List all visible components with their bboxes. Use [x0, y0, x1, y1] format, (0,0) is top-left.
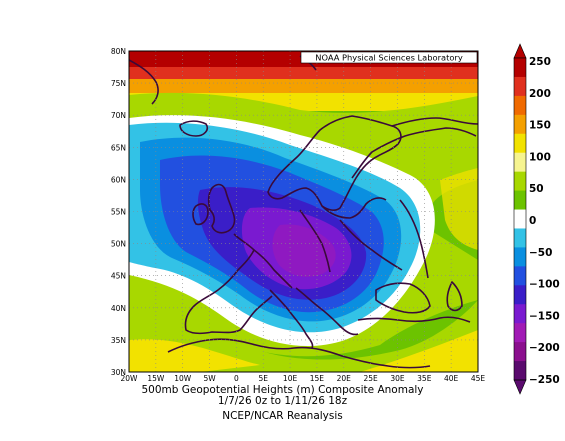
latitude-label: 50N [111, 240, 126, 249]
colorbar-tick-label: 200 [529, 88, 551, 100]
latitude-label: 45N [111, 272, 126, 281]
coast-arctic-russia [391, 117, 478, 127]
colorbar-segment [514, 95, 526, 116]
caspian [446, 281, 463, 312]
latitude-label: 80N [111, 47, 126, 56]
band-yellow-southwest [129, 339, 260, 372]
colorbar-tick-label: −200 [529, 342, 560, 354]
colorbar-top-arrow [513, 43, 527, 59]
longitude-label: 35E [417, 374, 432, 383]
colorbar-tick-label: 150 [529, 120, 551, 132]
colorbar-tick-label: −150 [529, 310, 560, 322]
credit-box: NOAA Physical Sciences Laboratory [300, 51, 478, 64]
longitude-label: 20W [121, 374, 139, 383]
credit-label: NOAA Physical Sciences Laboratory [315, 53, 463, 63]
longitude-label: 30E [390, 374, 405, 383]
longitude-label: 15E [310, 374, 325, 383]
colorbar-segment [514, 342, 526, 362]
caption-date-range: 1/7/26 0z to 1/11/26 18z [217, 395, 348, 407]
colorbar-segment [514, 209, 526, 229]
band-yellow-east [440, 168, 478, 250]
longitude-label: 10W [174, 374, 192, 383]
colorbar-tick-label: −250 [529, 374, 560, 386]
latitude-label: 30N [111, 368, 126, 377]
colorbar-segment [514, 285, 526, 305]
longitude-label: 15W [147, 374, 165, 383]
coast-iceland [179, 120, 209, 137]
latitude-label: 75N [111, 79, 126, 88]
latitude-label: 70N [111, 111, 126, 120]
longitude-label: 5W [203, 374, 216, 383]
band-yellow-southeast [360, 330, 478, 372]
caption-title: 500mb Geopotential Heights (m) Composite… [141, 384, 424, 396]
colorbar-segment [514, 228, 526, 248]
colorbar-segment [514, 266, 526, 286]
coast-black-sea [375, 282, 431, 314]
coast-baltic [321, 197, 387, 219]
colorbar-segment [514, 304, 526, 324]
colorbar [513, 43, 527, 395]
colorbar-segment [514, 114, 526, 135]
colorbar-frame [513, 57, 527, 381]
coastlines [129, 55, 478, 369]
colorbar-tick-label: 250 [529, 56, 551, 68]
colorbar-segment [514, 361, 526, 381]
latitude-label: 55N [111, 208, 126, 217]
caption-source: NCEP/NCAR Reanalysis [222, 410, 343, 422]
border-russia-ukraine [339, 219, 403, 271]
coast-turkey [357, 316, 471, 323]
longitude-label: 45E [471, 374, 486, 383]
colorbar-segment [514, 323, 526, 343]
coast-north-africa [167, 338, 431, 369]
border-poland [299, 209, 331, 273]
longitude-label: 40E [444, 374, 459, 383]
longitude-labels: 20W 15W 10W 5W 0 5E 10E 15E 20E 25E 30E 35E 40E 45E [121, 374, 486, 383]
coast-scandinavia [267, 115, 402, 211]
colorbar-segment [514, 190, 526, 210]
coast-greenland [129, 59, 159, 105]
longitude-label: 10E [283, 374, 298, 383]
latitude-labels: 80N 75N 70N 65N 60N 55N 50N 45N 40N 35N 30N [111, 47, 126, 377]
colorbar-tick-label: −100 [529, 279, 560, 291]
band-minus-220 [272, 224, 336, 277]
latitude-label: 35N [111, 336, 126, 345]
longitude-label: 20E [337, 374, 352, 383]
coast-britain [207, 183, 236, 234]
border-germany-france [253, 249, 293, 289]
colorbar-tick-label: −50 [529, 247, 552, 259]
coast-finland [351, 127, 477, 179]
plot-frame [128, 50, 479, 373]
colorbar-segment [514, 58, 526, 78]
colorbar-segment [514, 152, 526, 173]
colorbar-labels: 250 200 150 100 50 0 −50 −100 −150 −200 −250 [529, 56, 560, 386]
border-east [399, 199, 429, 279]
graticule [129, 51, 478, 372]
coast-ireland [192, 203, 209, 226]
latitude-label: 65N [111, 143, 126, 152]
longitude-label: 25E [363, 374, 378, 383]
colorbar-tick-label: 50 [529, 183, 544, 195]
latitude-label: 60N [111, 175, 126, 184]
coast-italy [269, 289, 314, 349]
colorbar-segment [514, 133, 526, 154]
coast-france-iberia [184, 233, 273, 335]
longitude-label: 5E [258, 374, 268, 383]
longitude-label: 0 [234, 374, 239, 383]
colorbar-segment [514, 76, 526, 97]
colorbar-tick-label: 0 [529, 215, 536, 227]
coast-balkans [295, 287, 359, 336]
latitude-label: 40N [111, 304, 126, 313]
colorbar-tick-label: 100 [529, 151, 551, 163]
colorbar-segment [514, 247, 526, 267]
colorbar-segment [514, 171, 526, 191]
